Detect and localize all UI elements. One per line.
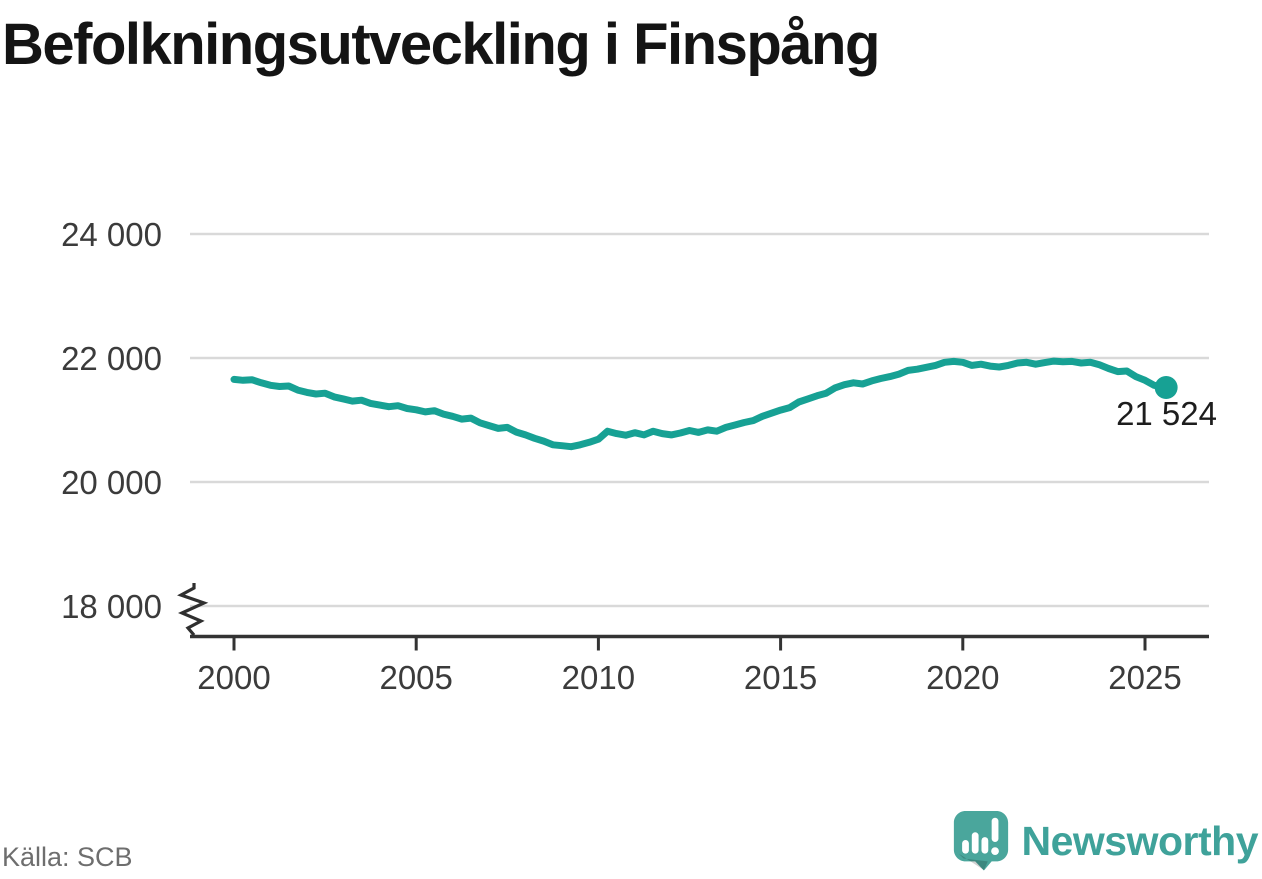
latest-value-label: 21 524 xyxy=(1116,395,1217,432)
exclamation-dot-icon xyxy=(990,847,999,856)
newsworthy-speech-bubble-chart-icon xyxy=(953,810,1008,871)
y-tick-label: 20 000 xyxy=(61,463,162,501)
y-tick-label: 24 000 xyxy=(61,215,162,253)
x-tick-label: 2020 xyxy=(926,659,1000,696)
x-tick-label: 2015 xyxy=(743,659,818,696)
y-axis-break-icon xyxy=(177,583,209,637)
latest-value-dot xyxy=(1154,376,1178,400)
bar-tall-icon xyxy=(971,832,979,854)
y-tick-label: 18 000 xyxy=(61,587,162,625)
source-text: Källa: SCB xyxy=(2,842,133,872)
exclamation-bar-icon xyxy=(991,817,998,842)
bar-small-icon xyxy=(961,840,969,854)
x-tick-label: 2010 xyxy=(561,659,636,696)
x-tick-label: 2005 xyxy=(379,659,453,696)
bubble-shade xyxy=(958,853,988,871)
x-tick-label: 2025 xyxy=(1108,659,1182,696)
y-tick-label: 22 000 xyxy=(61,339,162,377)
bar-medium-icon xyxy=(980,837,988,854)
population-line xyxy=(230,357,1170,451)
x-tick-label: 2000 xyxy=(197,659,271,696)
newsworthy-logo: Newsworthy xyxy=(950,809,1259,873)
newsworthy-wordmark: Newsworthy xyxy=(1021,817,1259,864)
chart-title: Befolkningsutveckling i Finspång xyxy=(2,12,880,77)
